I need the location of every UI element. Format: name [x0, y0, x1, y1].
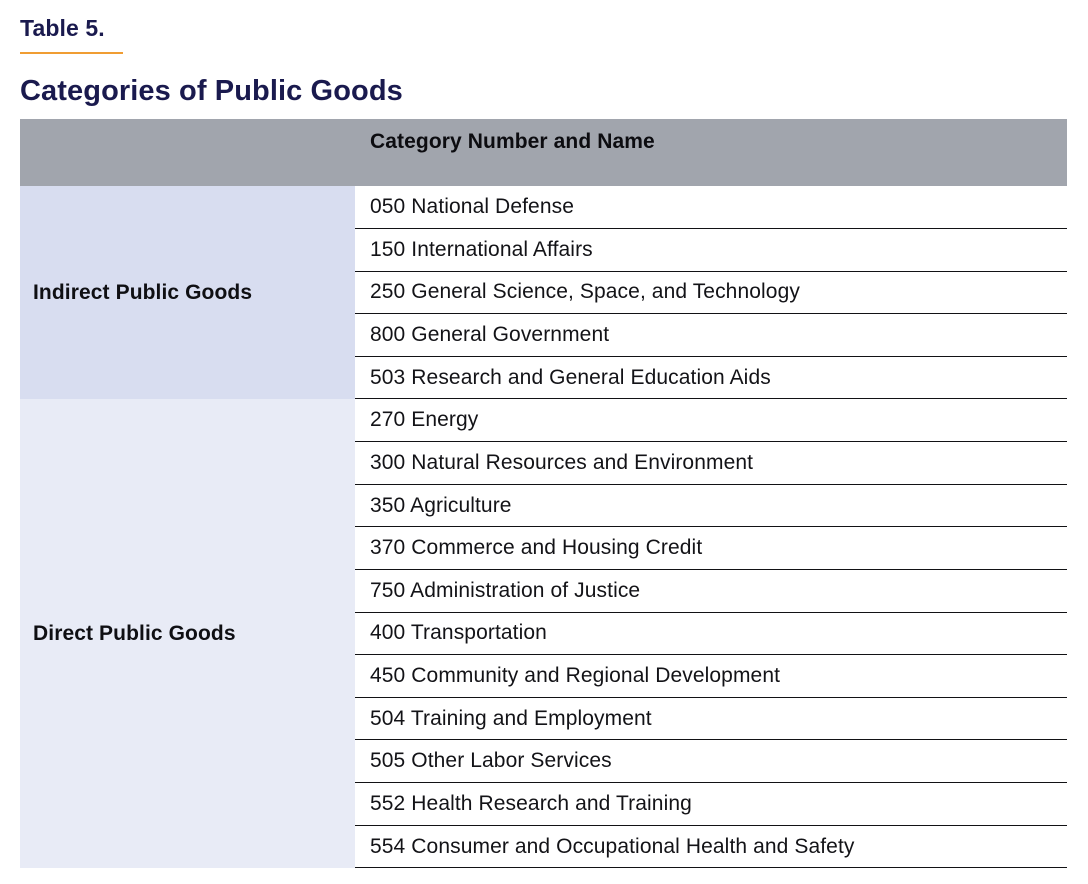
category-row: 552 Health Research and Training — [355, 783, 1067, 826]
category-row: 554 Consumer and Occupational Health and… — [355, 826, 1067, 869]
category-row: 400 Transportation — [355, 613, 1067, 656]
header-corner-cell — [20, 119, 355, 186]
category-row: 350 Agriculture — [355, 485, 1067, 528]
group-direct-public-goods: Direct Public Goods 270 Energy 300 Natur… — [20, 399, 1067, 869]
header-category-column: Category Number and Name — [370, 130, 655, 154]
category-row: 505 Other Labor Services — [355, 740, 1067, 784]
category-row: 270 Energy — [355, 399, 1067, 443]
category-row: 504 Training and Employment — [355, 698, 1067, 741]
category-row: 050 National Defense — [355, 186, 1067, 229]
category-row: 450 Community and Regional Development — [355, 655, 1067, 698]
category-row: 503 Research and General Education Aids — [355, 357, 1067, 400]
category-row: 750 Administration of Justice — [355, 570, 1067, 613]
category-row: 300 Natural Resources and Environment — [355, 442, 1067, 485]
table-title: Categories of Public Goods — [20, 75, 403, 108]
group-items: 270 Energy 300 Natural Resources and Env… — [355, 399, 1067, 869]
group-label: Indirect Public Goods — [20, 186, 355, 400]
group-indirect-public-goods: Indirect Public Goods 050 National Defen… — [20, 186, 1067, 400]
table-number: Table 5. — [20, 15, 105, 41]
accent-rule — [20, 52, 123, 55]
category-row: 800 General Government — [355, 314, 1067, 357]
categories-table: Category Number and Name Indirect Public… — [20, 119, 1067, 869]
category-row: 370 Commerce and Housing Credit — [355, 527, 1067, 570]
group-label: Direct Public Goods — [20, 399, 355, 869]
category-row: 150 International Affairs — [355, 229, 1067, 272]
group-items: 050 National Defense 150 International A… — [355, 186, 1067, 400]
table-header-row: Category Number and Name — [20, 119, 1067, 187]
category-row: 250 General Science, Space, and Technolo… — [355, 272, 1067, 315]
